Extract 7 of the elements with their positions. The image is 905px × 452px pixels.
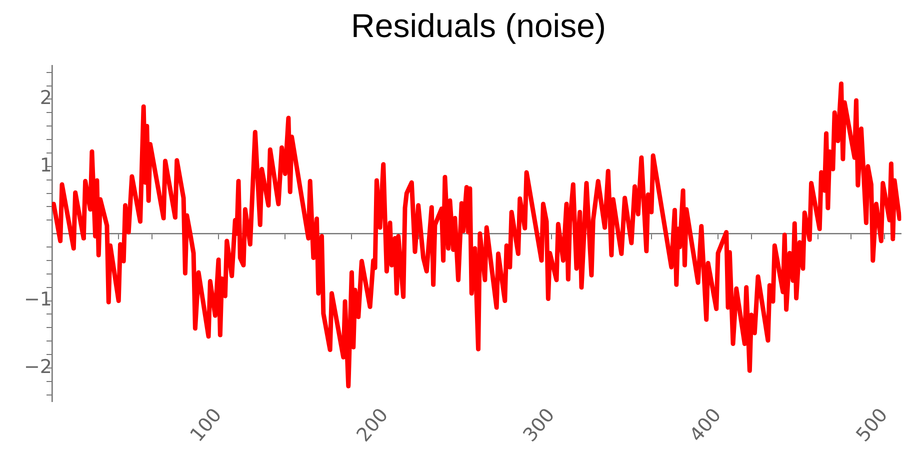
y-tick-label: 2: [40, 87, 52, 110]
x-tick-label: 400: [685, 404, 726, 446]
x-tick-label: 100: [186, 404, 226, 446]
y-tick-label: −1: [24, 288, 52, 311]
y-tick-label: −2: [24, 356, 52, 378]
y-tick-label: 1: [40, 154, 52, 176]
chart-title: Residuals (noise): [351, 6, 606, 44]
